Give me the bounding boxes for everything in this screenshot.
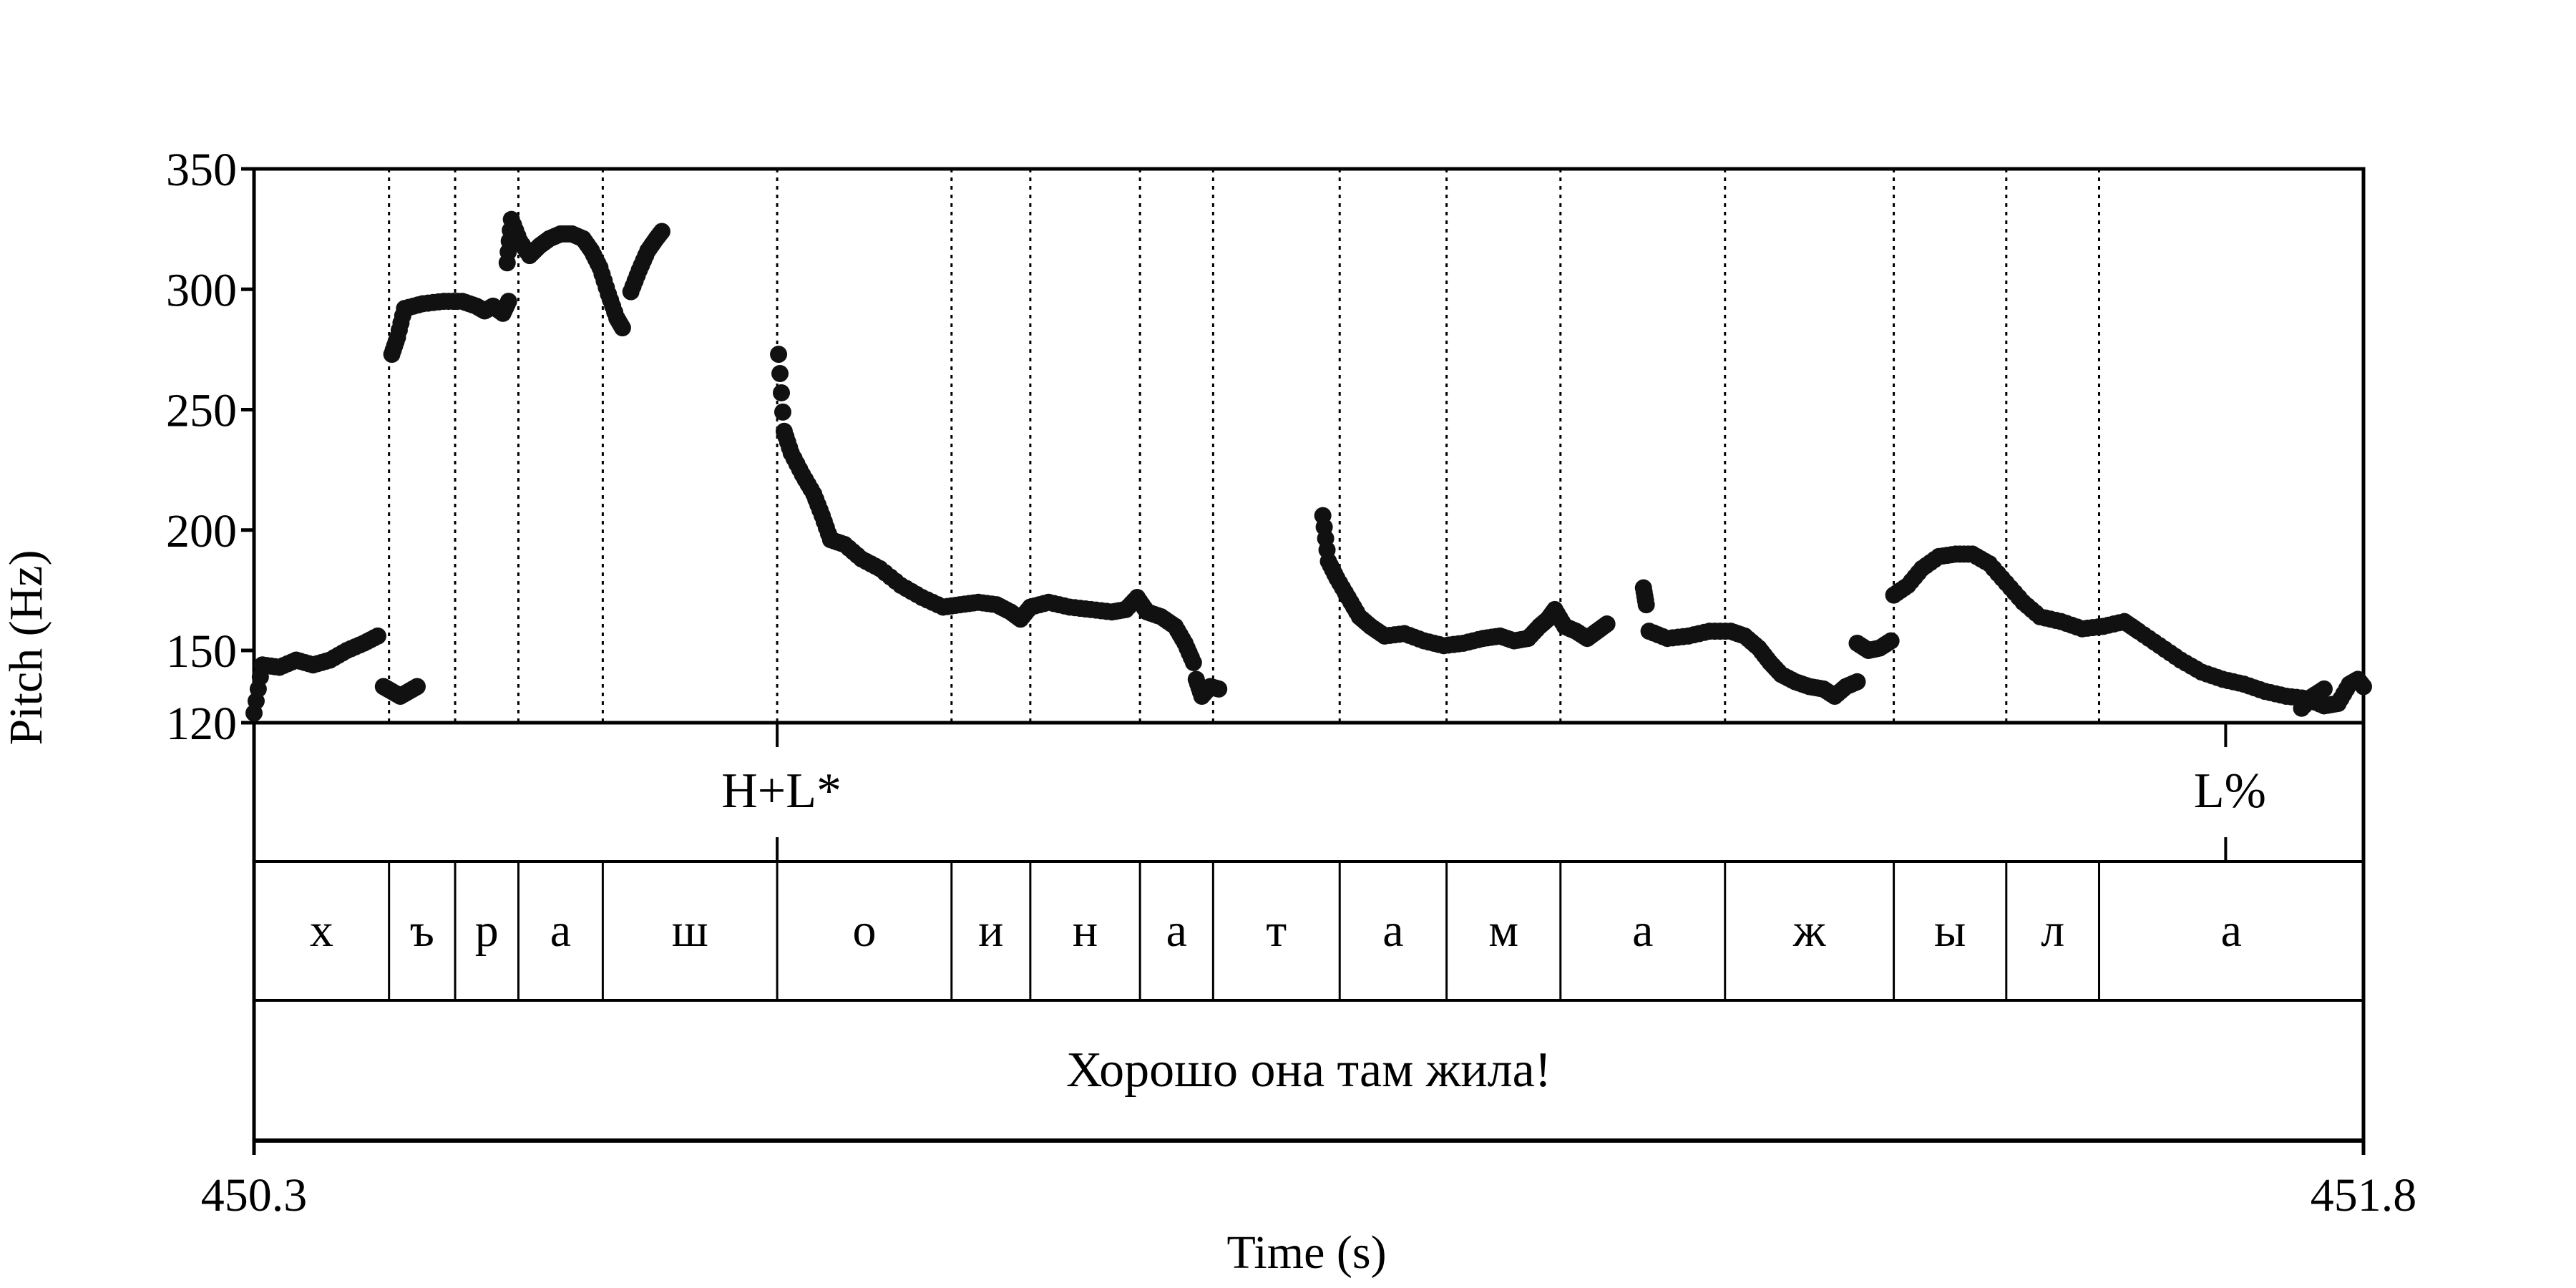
pitch-point bbox=[1636, 592, 1654, 610]
pitch-point bbox=[774, 403, 791, 421]
pitch-point bbox=[770, 346, 788, 364]
pitch-point bbox=[2313, 682, 2331, 700]
pitch-point bbox=[612, 316, 630, 334]
segment-label: ы bbox=[1934, 904, 1966, 957]
pitch-point bbox=[773, 384, 790, 401]
pitch-point bbox=[1318, 541, 1336, 559]
tone-label: H+L* bbox=[721, 763, 841, 819]
y-tick-label: 200 bbox=[166, 505, 237, 557]
pitch-panel: 350 300 250 200 150 120 bbox=[166, 144, 2372, 750]
y-tick-label: 350 bbox=[166, 144, 237, 196]
segment-label: ш bbox=[672, 904, 708, 957]
pitch-point bbox=[651, 225, 669, 243]
segment-label: а bbox=[1382, 904, 1403, 957]
utterance-text: Хорошо она там жила! bbox=[1066, 1043, 1551, 1098]
segment-label: а bbox=[550, 904, 571, 957]
pitch-point bbox=[771, 365, 789, 383]
segment-label: ж bbox=[1792, 904, 1826, 957]
pitch-point bbox=[1208, 680, 1226, 698]
tone-label: L% bbox=[2194, 763, 2266, 819]
segment-label: и bbox=[978, 904, 1003, 957]
pitch-point bbox=[498, 296, 516, 313]
pitch-point bbox=[1879, 634, 1897, 652]
y-tick-label: 250 bbox=[166, 385, 237, 437]
pitch-point bbox=[1182, 649, 1200, 667]
segment-label: а bbox=[1166, 904, 1187, 957]
segment-label: а bbox=[2221, 904, 2242, 957]
segment-label: л bbox=[2041, 904, 2064, 957]
pitch-frame bbox=[252, 167, 2366, 725]
y-axis-label: Pitch (Hz) bbox=[0, 550, 52, 745]
segment-label: о bbox=[852, 904, 876, 957]
segment-label: а bbox=[1632, 904, 1653, 957]
y-tick-label: 150 bbox=[166, 625, 237, 678]
pitch-point bbox=[2353, 675, 2371, 693]
y-tick-label: 120 bbox=[166, 698, 237, 750]
pitch-point bbox=[406, 679, 424, 697]
segment-label: м bbox=[1488, 904, 1518, 957]
x-tick-label: 451.8 bbox=[2311, 1169, 2417, 1221]
segment-label: н bbox=[1073, 904, 1098, 957]
x-axis-label: Time (s) bbox=[1226, 1226, 1386, 1279]
x-tick-label: 450.3 bbox=[201, 1169, 308, 1221]
segment-label: р bbox=[475, 904, 499, 957]
segment-label: х bbox=[310, 904, 333, 957]
pitch-point bbox=[1596, 617, 1614, 635]
segment-label: т bbox=[1266, 904, 1287, 957]
segment-label: ъ bbox=[410, 904, 434, 957]
pitch-point bbox=[366, 629, 384, 647]
pitch-point bbox=[1845, 674, 1863, 692]
y-tick-label: 300 bbox=[166, 264, 237, 316]
